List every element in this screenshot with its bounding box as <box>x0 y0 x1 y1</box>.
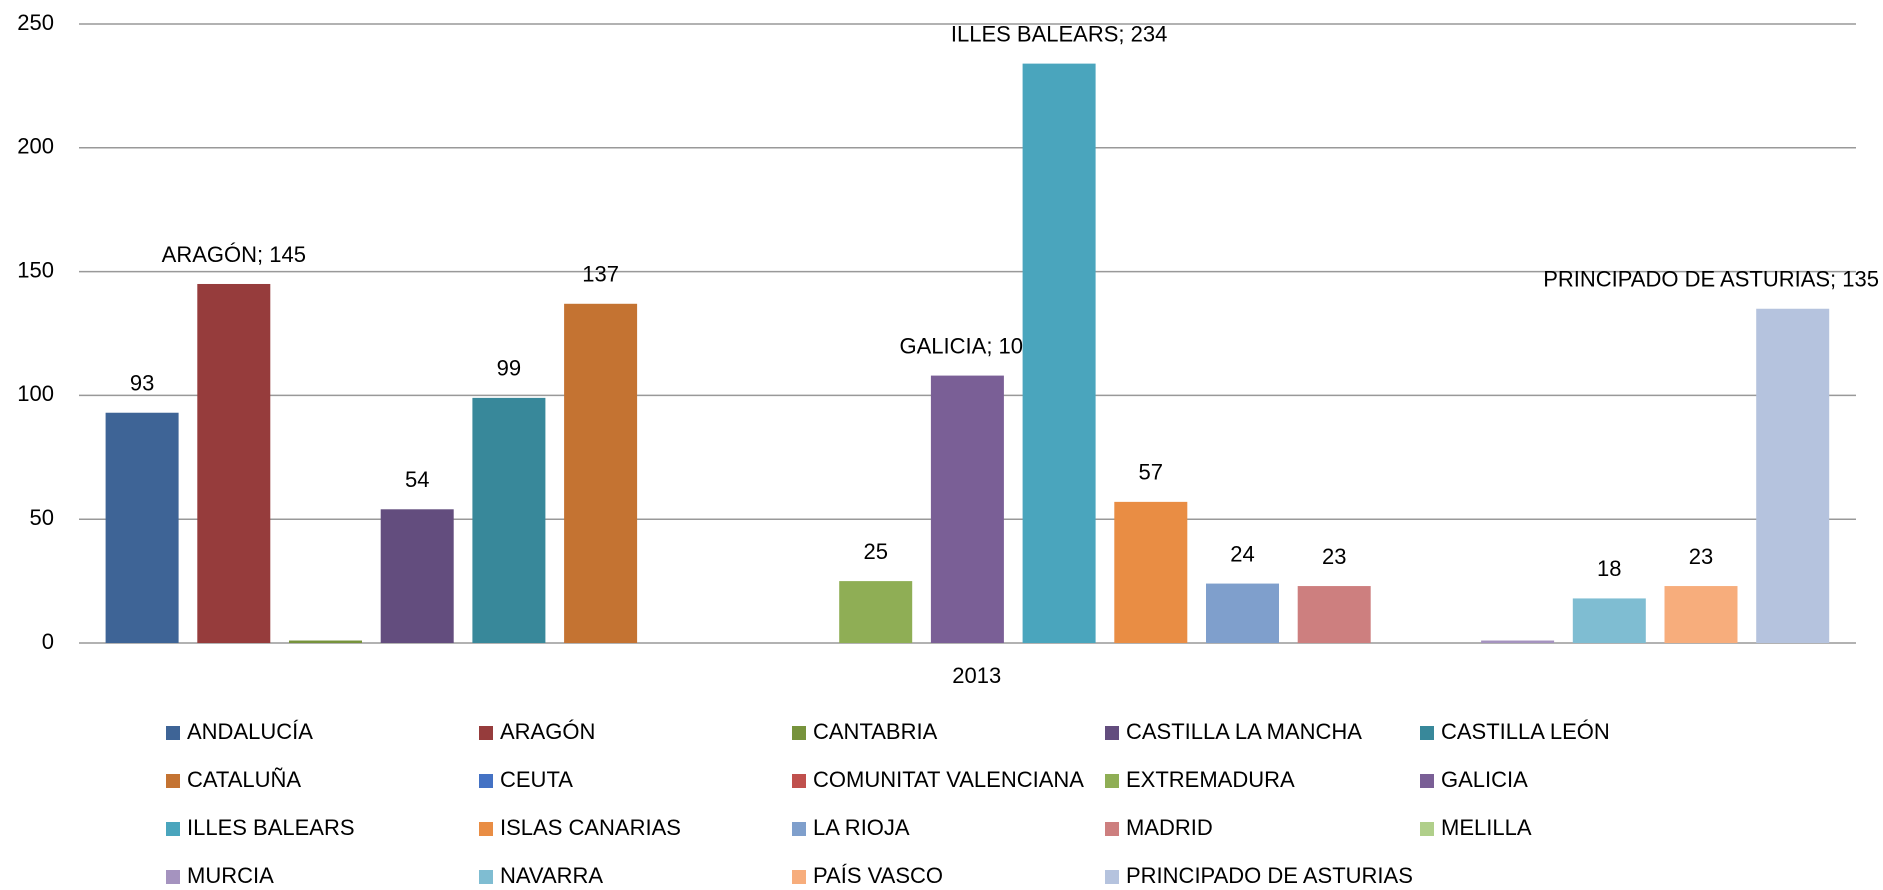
legend-swatch <box>1105 726 1119 740</box>
legend-label: PAÍS VASCO <box>813 863 943 888</box>
y-tick-label: 250 <box>17 10 54 35</box>
data-label: 137 <box>582 262 619 287</box>
legend-label: PRINCIPADO DE ASTURIAS <box>1126 863 1413 888</box>
legend-swatch <box>792 822 806 836</box>
legend-swatch <box>1105 774 1119 788</box>
legend-label: MADRID <box>1126 815 1213 840</box>
bar <box>564 303 638 643</box>
legend-label: ANDALUCÍA <box>187 719 313 744</box>
legend-swatch <box>1105 822 1119 836</box>
data-label: 99 <box>497 356 521 381</box>
legend-swatch <box>1420 822 1434 836</box>
bar <box>197 283 271 643</box>
legend-swatch <box>479 822 493 836</box>
legend-swatch <box>479 726 493 740</box>
data-label: 18 <box>1597 556 1621 581</box>
legend-label: ILLES BALEARS <box>187 815 355 840</box>
x-tick-label: 2013 <box>952 663 1001 688</box>
legend-label: ARAGÓN <box>500 719 595 744</box>
bar <box>289 640 362 643</box>
legend-label: CEUTA <box>500 767 573 792</box>
bar <box>380 509 454 643</box>
bar <box>1022 63 1096 643</box>
bar <box>1481 640 1555 643</box>
legend-swatch <box>166 870 180 884</box>
legend-swatch <box>166 726 180 740</box>
legend-swatch <box>479 774 493 788</box>
legend-swatch <box>1105 870 1119 884</box>
y-tick-label: 150 <box>17 257 54 282</box>
bar <box>1664 586 1738 643</box>
legend-label: EXTREMADURA <box>1126 767 1295 792</box>
bar <box>839 581 913 643</box>
legend-label: CASTILLA LEÓN <box>1441 719 1610 744</box>
data-label: 93 <box>130 371 154 396</box>
data-label: 54 <box>405 467 429 492</box>
data-label: 23 <box>1689 544 1713 569</box>
legend-swatch <box>166 822 180 836</box>
bar <box>1206 583 1279 643</box>
legend-label: COMUNITAT VALENCIANA <box>813 767 1084 792</box>
legend-label: MURCIA <box>187 863 274 888</box>
y-tick-label: 100 <box>17 381 54 406</box>
legend-label: GALICIA <box>1441 767 1528 792</box>
legend-label: CASTILLA LA MANCHA <box>1126 719 1362 744</box>
bar <box>1572 598 1646 643</box>
y-tick-label: 50 <box>30 505 54 530</box>
data-label: 57 <box>1139 460 1163 485</box>
bar <box>1114 501 1188 643</box>
bar <box>472 397 546 643</box>
legend-swatch <box>1420 774 1434 788</box>
legend-label: LA RIOJA <box>813 815 910 840</box>
data-label: 25 <box>863 539 887 564</box>
legend-swatch <box>1420 726 1434 740</box>
legend-swatch <box>792 870 806 884</box>
data-label: 23 <box>1322 544 1346 569</box>
data-label: 24 <box>1230 541 1254 566</box>
legend-label: NAVARRA <box>500 863 603 888</box>
legend-label: ISLAS CANARIAS <box>500 815 681 840</box>
bar <box>930 375 1004 643</box>
data-label: ILLES BALEARS; 234 <box>951 21 1167 46</box>
legend-label: CANTABRIA <box>813 719 938 744</box>
data-label: PRINCIPADO DE ASTURIAS; 135 <box>1543 267 1879 292</box>
y-tick-label: 0 <box>42 629 54 654</box>
bar <box>1756 308 1830 643</box>
legend-label: MELILLA <box>1441 815 1532 840</box>
bar <box>105 412 179 643</box>
bar <box>1297 586 1371 643</box>
y-tick-label: 200 <box>17 134 54 159</box>
legend-swatch <box>479 870 493 884</box>
legend-swatch <box>792 726 806 740</box>
legend-label: CATALUÑA <box>187 767 301 792</box>
data-label: GALICIA; 108 <box>900 333 1036 358</box>
legend-swatch <box>166 774 180 788</box>
data-label: ARAGÓN; 145 <box>162 242 306 267</box>
legend-swatch <box>792 774 806 788</box>
